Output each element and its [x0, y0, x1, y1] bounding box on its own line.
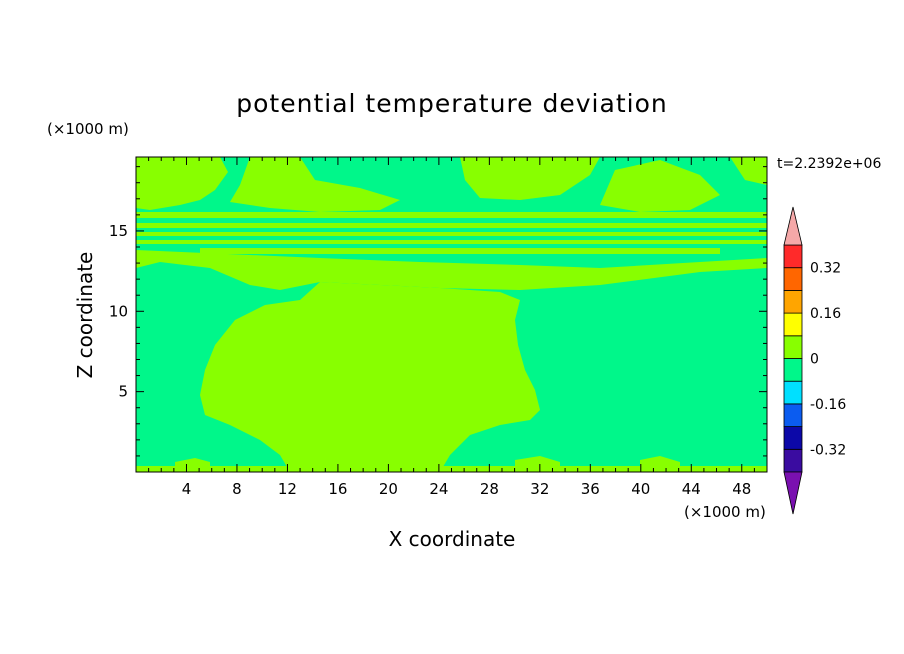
- colorbar-segment: [783, 267, 803, 291]
- x-tick-label: 44: [682, 480, 701, 498]
- stripe-4: [136, 240, 767, 244]
- y-tick-label: 5: [118, 383, 128, 401]
- x-tick-label: 48: [732, 480, 751, 498]
- upper-edge-right-patch: [730, 157, 767, 185]
- colorbar-segment: [783, 358, 803, 382]
- stripe-1: [136, 212, 767, 218]
- surface-blob-1: [175, 458, 210, 472]
- upper-far-right-patch: [600, 160, 720, 212]
- colorbar-segment: [783, 244, 803, 269]
- colorbar-segment: [783, 312, 803, 337]
- x-tick-label: 8: [232, 480, 242, 498]
- central-warm-region: [200, 282, 540, 472]
- chart-title: potential temperature deviation: [236, 89, 667, 118]
- colorbar-segment: [783, 426, 803, 450]
- surface-blob-2: [515, 456, 560, 472]
- colorbar-tick-label: 0: [810, 352, 819, 368]
- colorbar-tick-label: -0.16: [810, 397, 846, 413]
- x-tick-label: 12: [278, 480, 297, 498]
- colorbar-segment: [783, 335, 803, 359]
- colorbar-segment: [783, 289, 803, 314]
- time-label: t=2.2392e+06: [777, 156, 881, 172]
- colorbar-tick-label: -0.32: [810, 442, 846, 458]
- x-axis-ticks: 4 8 12 16 20 24 28 32 36 40 44 48: [148, 157, 755, 498]
- x-tick-label: 20: [379, 480, 398, 498]
- colorbar-tick-label: 0.32: [810, 261, 841, 277]
- x-tick-label: 24: [429, 480, 448, 498]
- x-tick-label: 36: [581, 480, 600, 498]
- y-tick-label: 10: [109, 302, 128, 320]
- colorbar: 0.32 0.16 0 -0.16 -0.32: [783, 206, 846, 515]
- colorbar-over-arrow: [783, 206, 803, 246]
- colorbar-under-arrow: [783, 471, 803, 515]
- x-axis-label: X coordinate: [389, 527, 516, 551]
- x-unit-label: (×1000 m): [684, 503, 766, 521]
- upper-left-patch: [136, 157, 228, 210]
- y-axis-ticks: 5 10 15: [109, 166, 767, 457]
- colorbar-tick-label: 0.16: [810, 306, 841, 322]
- stripe-5: [200, 248, 720, 254]
- surface-blob-3: [640, 456, 680, 472]
- upper-right-patch: [460, 157, 600, 200]
- x-tick-label: 4: [182, 480, 192, 498]
- x-tick-label: 28: [480, 480, 499, 498]
- stripe-2: [136, 223, 767, 228]
- stripe-3: [136, 232, 767, 236]
- colorbar-segment: [783, 380, 803, 405]
- colorbar-segment: [783, 403, 803, 427]
- x-tick-label: 32: [530, 480, 549, 498]
- y-tick-label: 15: [109, 222, 128, 240]
- x-tick-label: 16: [328, 480, 347, 498]
- y-unit-label: (×1000 m): [47, 120, 129, 138]
- x-tick-label: 40: [631, 480, 650, 498]
- upper-center-patch: [230, 157, 400, 212]
- y-axis-label: Z coordinate: [73, 252, 97, 379]
- contour-field: [136, 157, 767, 472]
- mid-band-patch: [136, 250, 767, 290]
- colorbar-segment: [783, 448, 803, 473]
